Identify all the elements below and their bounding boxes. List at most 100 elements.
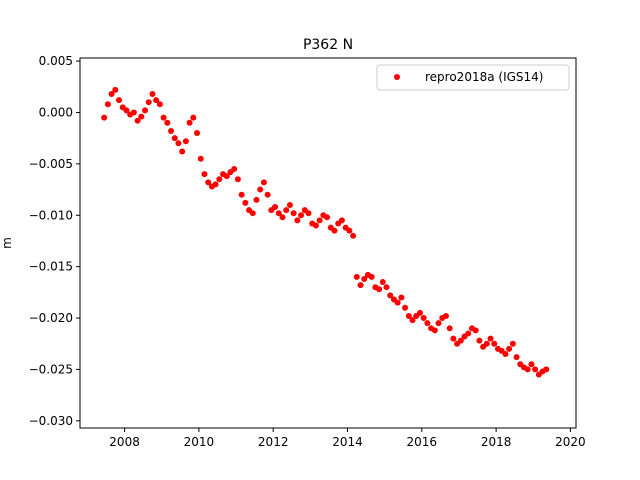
data-point	[420, 315, 427, 322]
data-point	[487, 335, 494, 342]
data-point	[134, 117, 141, 124]
data-point	[205, 179, 212, 186]
data-point	[338, 217, 345, 224]
data-point	[179, 148, 186, 155]
data-point	[298, 212, 305, 219]
data-point	[543, 366, 550, 373]
data-point	[483, 340, 490, 347]
data-point	[476, 337, 483, 344]
legend-marker	[394, 74, 400, 80]
data-point	[283, 207, 290, 214]
data-point	[502, 351, 509, 357]
data-point	[275, 210, 282, 217]
data-point	[153, 97, 160, 104]
data-point	[156, 101, 163, 108]
data-point	[513, 354, 520, 361]
data-point	[231, 166, 238, 172]
data-point	[175, 140, 182, 147]
legend-box	[376, 64, 570, 91]
data-point	[491, 340, 498, 347]
data-point	[457, 337, 464, 344]
x-tick-label: 2012	[258, 435, 289, 449]
data-point	[123, 107, 130, 114]
x-axis-ticks: 2008 2010 2012 2014 2016 2018 2020	[109, 428, 586, 449]
y-tick-label: 0.000	[39, 105, 73, 119]
data-point	[528, 361, 535, 368]
data-point	[442, 312, 449, 319]
y-axis-ticks: 0.005 0.000 −0.005 −0.010 −0.015 −0.020 −0.025…	[29, 54, 80, 428]
data-point	[350, 232, 357, 239]
data-point	[171, 135, 178, 142]
y-axis-label: m	[0, 237, 14, 249]
data-point	[435, 320, 442, 327]
data-point	[294, 217, 301, 224]
data-point	[212, 181, 219, 188]
data-point	[324, 214, 331, 221]
data-point	[394, 299, 401, 306]
data-point	[249, 210, 256, 217]
data-point	[104, 101, 111, 108]
data-point	[312, 222, 319, 229]
data-point	[197, 155, 204, 162]
data-point	[472, 327, 479, 334]
data-point	[524, 366, 531, 373]
data-point	[201, 171, 208, 178]
plot-frame	[79, 57, 577, 429]
data-point	[130, 109, 137, 116]
data-point	[509, 340, 516, 347]
data-point	[116, 97, 123, 104]
data-point	[416, 309, 423, 316]
y-tick-label: 0.005	[39, 54, 73, 68]
data-point	[223, 173, 230, 180]
data-point	[160, 114, 167, 121]
data-point	[286, 201, 293, 208]
data-point	[101, 114, 108, 121]
y-tick-label: −0.005	[29, 157, 73, 171]
data-point	[361, 275, 368, 282]
data-point	[331, 227, 338, 234]
data-point	[424, 320, 431, 327]
data-point	[506, 345, 513, 352]
data-point	[387, 292, 394, 299]
legend-label: repro2018a (IGS14)	[425, 70, 543, 84]
data-point	[145, 99, 152, 106]
legend: repro2018a (IGS14)	[376, 64, 570, 91]
data-point	[242, 199, 249, 206]
data-point	[138, 113, 145, 120]
data-point	[465, 330, 472, 337]
data-point	[376, 286, 383, 293]
chart-title: P362 N	[303, 37, 353, 53]
x-tick-label: 2010	[184, 435, 215, 449]
data-point	[168, 127, 175, 134]
x-tick-label: 2008	[109, 435, 140, 449]
data-point	[446, 325, 453, 332]
y-tick-label: −0.010	[29, 208, 73, 222]
data-point	[405, 312, 412, 319]
y-tick-label: −0.020	[29, 311, 73, 325]
data-point	[316, 217, 323, 224]
data-point	[264, 191, 271, 198]
data-point	[190, 114, 197, 121]
data-point	[290, 210, 297, 217]
data-point	[353, 273, 360, 280]
data-points	[101, 86, 550, 378]
data-point	[450, 335, 457, 342]
data-point	[164, 119, 171, 126]
data-point	[409, 317, 416, 324]
data-point	[234, 176, 241, 183]
data-point	[182, 138, 189, 145]
data-point	[253, 196, 260, 203]
data-point	[238, 191, 245, 198]
x-tick-label: 2014	[332, 435, 363, 449]
y-tick-label: −0.030	[29, 414, 73, 428]
data-point	[379, 279, 386, 286]
data-point	[368, 273, 375, 280]
data-point	[194, 130, 201, 137]
y-tick-label: −0.025	[29, 362, 73, 376]
x-tick-label: 2016	[407, 435, 438, 449]
x-tick-label: 2018	[481, 435, 512, 449]
data-point	[305, 210, 312, 217]
data-point	[149, 90, 156, 97]
data-point	[431, 327, 438, 334]
